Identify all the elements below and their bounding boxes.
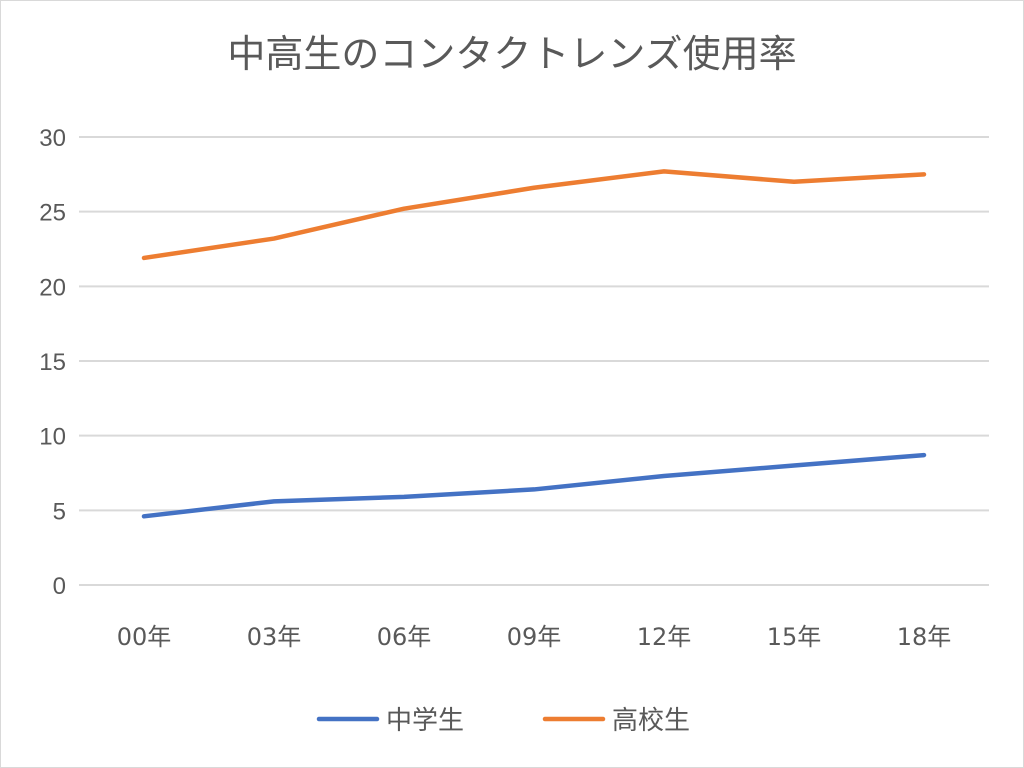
gridlines [79,136,989,586]
y-tick-label: 15 [39,349,66,376]
series-line-junior-high [141,452,927,519]
y-tick-label: 0 [53,573,66,600]
x-tick-label: 06年 [377,623,432,651]
y-tick-label: 10 [39,424,66,451]
y-axis-ticks: 0 5 10 15 20 25 30 [39,125,66,600]
x-tick-label: 15年 [767,623,822,651]
legend-label-junior-high: 中学生 [386,706,464,736]
x-axis-ticks: 00年 03年 06年 09年 12年 15年 18年 [117,623,952,651]
x-tick-label: 03年 [247,623,302,651]
legend-label-high-school: 高校生 [612,706,690,736]
x-tick-label: 18年 [897,623,952,651]
legend: 中学生 高校生 [316,706,690,736]
series-lines [141,169,927,519]
x-tick-label: 00年 [117,623,172,651]
x-tick-label: 12年 [637,623,692,651]
series-line-high-school [141,169,927,261]
y-tick-label: 25 [39,200,66,227]
x-tick-label: 09年 [507,623,562,651]
y-tick-label: 5 [53,498,66,525]
y-tick-label: 30 [39,125,66,152]
chart-title: 中高生のコンタクトレンズ使用率 [227,32,796,76]
y-tick-label: 20 [39,274,66,301]
